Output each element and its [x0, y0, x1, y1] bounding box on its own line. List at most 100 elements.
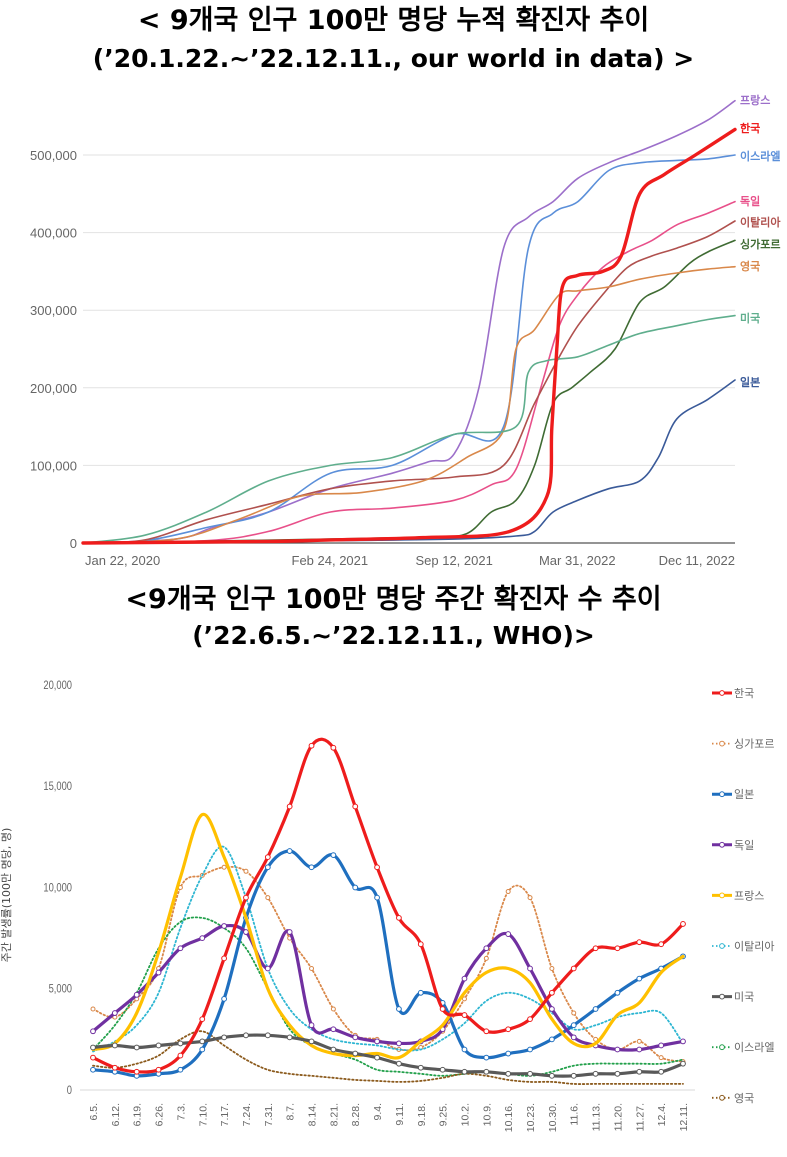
x-tick-label: 7.24.	[241, 1103, 253, 1126]
data-point-marker	[527, 1046, 533, 1053]
data-point-marker	[221, 995, 228, 1002]
legend-marker	[719, 1094, 725, 1101]
x-tick-label: Sep 12, 2021	[415, 553, 492, 568]
y-tick-label: 0	[70, 536, 77, 551]
x-tick-label: 11.20.	[612, 1103, 624, 1131]
legend-label: 이탈리아	[734, 940, 774, 953]
x-tick-label: 10.2.	[459, 1103, 471, 1126]
data-point-marker	[527, 1016, 533, 1023]
weekly-series-line-1	[91, 737, 685, 1074]
series-line-5	[82, 220, 736, 544]
data-point-marker	[527, 895, 533, 901]
data-point-marker	[352, 803, 359, 810]
data-point-marker	[308, 742, 315, 749]
data-point-marker	[374, 894, 380, 901]
data-point-marker	[483, 945, 490, 952]
y-tick-label: 15,000	[43, 780, 72, 793]
data-point-marker	[592, 1070, 599, 1077]
data-point-marker	[177, 1040, 184, 1047]
data-point-marker	[548, 1006, 555, 1012]
x-tick-label: 10.30.	[547, 1103, 559, 1132]
data-point-marker	[133, 1068, 140, 1075]
data-point-marker	[264, 864, 271, 871]
data-point-marker	[396, 1040, 402, 1047]
data-point-marker	[570, 1034, 577, 1041]
y-tick-label: 5,000	[49, 983, 72, 996]
data-point-marker	[374, 1054, 380, 1061]
x-tick-label: 9.11.	[394, 1103, 406, 1126]
data-point-marker	[111, 1042, 118, 1049]
data-point-marker	[505, 1070, 512, 1077]
data-point-marker	[177, 1066, 184, 1073]
y-tick-label: 100,000	[30, 458, 77, 473]
data-point-marker	[396, 1060, 402, 1067]
data-point-marker	[439, 1066, 446, 1073]
data-point-marker	[570, 965, 577, 972]
y-axis-label: 주간 발생률(100만 명당, 명)	[0, 828, 13, 963]
chart2-title-line2: (’22.6.5.~’22.12.11., WHO)>	[192, 621, 595, 650]
x-tick-label: 10.23.	[525, 1103, 537, 1132]
x-tick-label: 9.18.	[416, 1103, 428, 1126]
data-point-marker	[505, 931, 512, 937]
data-point-marker	[636, 1046, 643, 1053]
data-point-marker	[221, 923, 228, 929]
x-tick-label: 7.3.	[175, 1103, 187, 1121]
chart1-title-line2: (’20.1.22.~’22.12.11., our world in data…	[92, 44, 695, 73]
weekly-series-line-3	[91, 849, 685, 1078]
data-point-marker	[90, 1028, 96, 1035]
data-point-marker	[548, 1036, 555, 1043]
x-tick-label: 7.10.	[197, 1103, 209, 1126]
data-point-marker	[221, 955, 228, 962]
chart2-title-line1: <9개국 인구 100만 명당 주간 확진자 수 추이	[125, 584, 662, 615]
data-point-marker	[90, 1044, 96, 1051]
data-point-marker	[90, 1066, 96, 1073]
data-point-marker	[614, 945, 621, 952]
y-tick-label: 20,000	[43, 679, 72, 692]
data-point-marker	[286, 803, 293, 810]
x-tick-label: 10.16.	[503, 1103, 515, 1132]
data-point-marker	[330, 744, 337, 751]
legend-marker	[719, 791, 725, 798]
series-end-label: 한국	[740, 121, 760, 135]
data-point-marker	[177, 945, 184, 952]
data-point-marker	[483, 1054, 490, 1061]
data-point-marker	[155, 1042, 162, 1049]
data-point-marker	[417, 989, 424, 996]
data-point-marker	[352, 884, 359, 891]
data-point-marker	[548, 989, 555, 996]
data-point-marker	[417, 941, 424, 948]
x-tick-label: 11.13.	[591, 1103, 603, 1131]
data-point-marker	[155, 969, 162, 976]
data-point-marker	[330, 1026, 337, 1033]
data-point-marker	[461, 1012, 468, 1018]
x-tick-label: 8.14.	[307, 1103, 319, 1126]
y-tick-label: 10,000	[43, 881, 72, 894]
x-tick-label: 6.12.	[110, 1103, 122, 1126]
series-end-label: 이스라엘	[740, 149, 780, 163]
data-point-marker	[111, 1064, 118, 1071]
data-point-marker	[571, 1010, 577, 1016]
legend-label: 독일	[734, 838, 754, 852]
data-point-marker	[199, 1038, 206, 1045]
data-point-marker	[308, 1022, 315, 1029]
data-point-marker	[265, 895, 271, 901]
x-tick-label: 6.5.	[88, 1103, 100, 1121]
data-point-marker	[439, 1006, 446, 1012]
x-tick-label: 11.27.	[634, 1103, 646, 1131]
data-point-marker	[614, 989, 621, 996]
weekly-series-line-9	[92, 1030, 684, 1085]
cumulative-cases-chart: 0 100,000 200,000 300,000 400,000 500,000 Jan …	[30, 94, 781, 568]
data-point-marker	[658, 941, 665, 948]
data-point-marker	[155, 1066, 162, 1073]
data-point-marker	[286, 929, 293, 935]
data-point-marker	[264, 965, 271, 972]
x-tick-label: Mar 31, 2022	[539, 553, 616, 568]
x-tick-label: 7.17.	[219, 1103, 231, 1126]
data-point-marker	[111, 1010, 118, 1016]
data-point-marker	[483, 955, 489, 961]
data-point-marker	[505, 1050, 512, 1057]
series-end-label: 독일	[740, 194, 760, 208]
legend-marker	[719, 740, 725, 747]
data-point-marker	[592, 1006, 599, 1012]
data-point-marker	[199, 1046, 206, 1053]
